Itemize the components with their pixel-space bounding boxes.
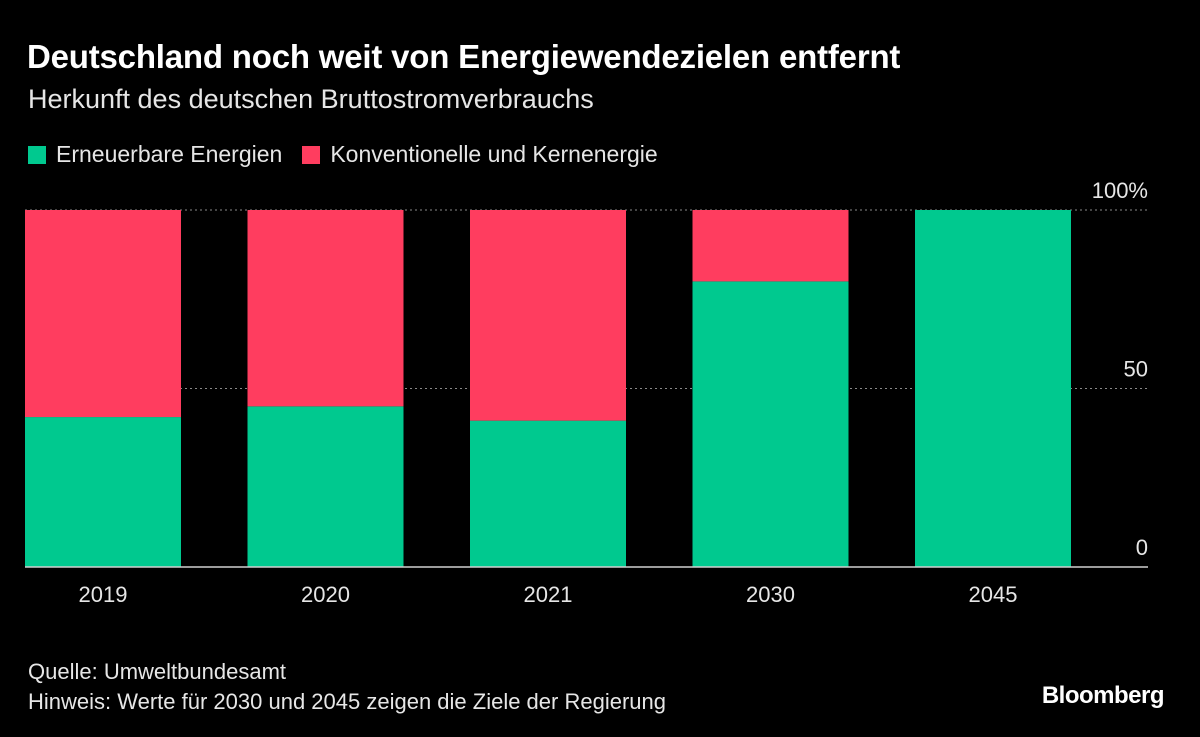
bar-2021-renewables [470, 420, 626, 567]
x-tick-label-2021: 2021 [524, 582, 573, 607]
source-text: Quelle: Umweltbundesamt [28, 659, 287, 684]
legend-label-conventional: Konventionelle und Kernenergie [330, 141, 658, 167]
stacked-bar-chart: 2019 2020 2021 2030 2045 0 50 100% [25, 178, 1148, 607]
legend: Erneuerbare Energien Konventionelle und … [28, 141, 678, 168]
x-tick-label-2020: 2020 [301, 582, 350, 607]
y-tick-label-100: 100% [1092, 178, 1148, 203]
y-tick-label-0: 0 [1136, 535, 1148, 560]
chart-title: Deutschland noch weit von Energiewendezi… [27, 38, 901, 75]
legend-swatch-conventional [302, 145, 321, 164]
bar-2021-conventional [470, 210, 626, 421]
bar-2020-renewables [247, 406, 404, 567]
legend-swatch-renewables [28, 145, 46, 164]
x-tick-label-2019: 2019 [79, 582, 128, 607]
bar-2030-renewables [692, 281, 849, 567]
y-tick-label-50: 50 [1124, 357, 1148, 382]
x-tick-label-2030: 2030 [746, 582, 795, 607]
legend-item-renewables: Erneuerbare Energien [28, 141, 282, 168]
chart-subtitle: Herkunft des deutschen Bruttostromverbra… [28, 84, 594, 114]
bar-2019-conventional [25, 210, 181, 418]
bar-2030-conventional [692, 210, 849, 282]
x-tick-label-2045: 2045 [969, 582, 1018, 607]
bar-2020-conventional [247, 210, 404, 407]
bloomberg-logo: Bloomberg [1041, 682, 1165, 709]
legend-item-conventional: Konventionelle und Kernenergie [302, 141, 658, 168]
note-text: Hinweis: Werte für 2030 und 2045 zeigen … [28, 689, 666, 714]
bar-2045-renewables [915, 210, 1071, 567]
legend-label-renewables: Erneuerbare Energien [56, 141, 283, 167]
footer-notes: Quelle: Umweltbundesamt Hinweis: Werte f… [28, 657, 666, 717]
bar-2019-renewables [25, 417, 181, 567]
